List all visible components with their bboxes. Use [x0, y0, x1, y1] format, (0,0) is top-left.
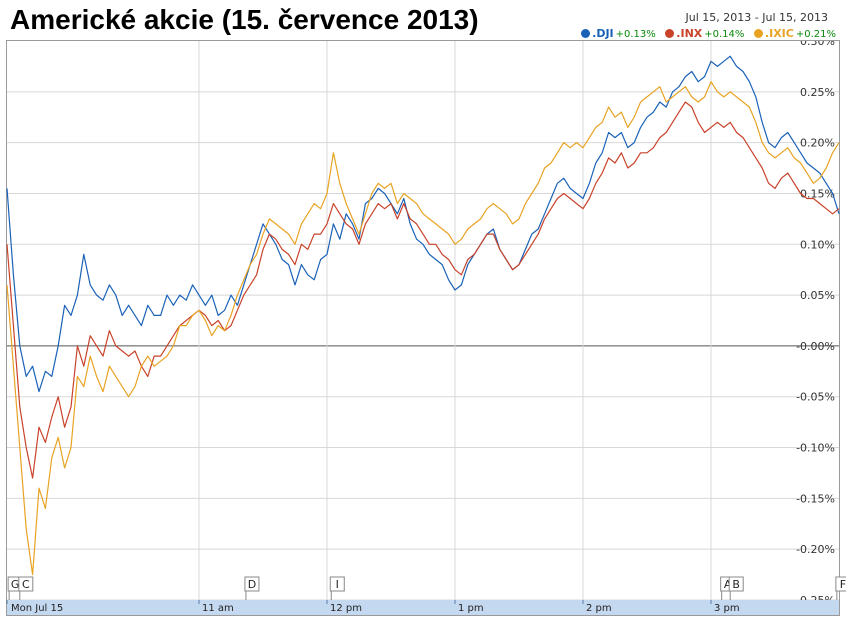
series-line-inx[interactable] — [6, 101, 840, 479]
chart-title: Americké akcie (15. července 2013) — [10, 4, 479, 35]
news-flag[interactable] — [835, 576, 846, 592]
news-flag-label: I — [336, 578, 339, 591]
y-tick-label: -0.05% — [796, 391, 835, 404]
news-flag-label: G — [11, 578, 20, 591]
legend-symbol-ixic: .IXIC — [764, 27, 794, 40]
y-tick-label: -0.00% — [796, 340, 835, 353]
chart-frame — [6, 40, 840, 616]
news-flag-label: B — [732, 578, 740, 591]
news-flag[interactable] — [18, 576, 34, 592]
legend-change-inx: +0.14% — [704, 29, 745, 40]
legend-item-ixic[interactable]: .IXIC +0.21% — [753, 27, 836, 40]
y-tick-label: 0.05% — [800, 289, 835, 302]
legend-dot-dji — [581, 29, 591, 38]
news-flag-label: A — [724, 578, 732, 591]
y-tick-label: 0.10% — [800, 238, 835, 251]
legend-dot-inx — [665, 29, 675, 38]
legend: .DJI +0.13% .INX +0.14% .IXIC +0.21% — [575, 27, 836, 40]
legend-symbol-inx: .INX — [676, 27, 703, 40]
y-tick-label: 0.15% — [800, 187, 835, 200]
date-range: Jul 15, 2013 - Jul 15, 2013 — [685, 11, 828, 24]
legend-item-inx[interactable]: .INX +0.14% — [665, 27, 744, 40]
series-line-dji[interactable] — [6, 55, 840, 393]
x-tick-label: 2 pm — [586, 603, 612, 614]
x-tick-label: 3 pm — [714, 603, 740, 614]
y-tick-label-partial: 0.30% — [800, 35, 835, 48]
y-tick-label: -0.15% — [796, 492, 835, 505]
legend-change-ixic: +0.21% — [795, 29, 836, 40]
series-line-ixic[interactable] — [6, 81, 840, 576]
news-flag-label: F — [840, 578, 846, 591]
x-tick-label: Mon Jul 15 — [11, 603, 63, 614]
news-flag-label: C — [22, 578, 30, 591]
y-tick-label: -0.10% — [796, 442, 835, 455]
x-tick-label: 12 pm — [330, 603, 362, 614]
legend-symbol-dji: .DJI — [592, 27, 614, 40]
news-flag[interactable] — [329, 576, 345, 592]
news-flag[interactable] — [244, 576, 260, 592]
news-flag-label: D — [248, 578, 256, 591]
legend-change-dji: +0.13% — [615, 29, 656, 40]
y-tick-label: 0.20% — [800, 137, 835, 150]
x-tick-label: 1 pm — [458, 603, 484, 614]
time-axis-bar — [7, 600, 839, 615]
legend-item-dji[interactable]: .DJI +0.13% — [581, 27, 656, 40]
y-tick-label: -0.20% — [796, 543, 835, 556]
news-flag[interactable] — [728, 576, 744, 592]
legend-dot-ixic — [753, 29, 763, 38]
y-tick-label: 0.25% — [800, 86, 835, 99]
x-tick-label: 11 am — [202, 603, 234, 614]
